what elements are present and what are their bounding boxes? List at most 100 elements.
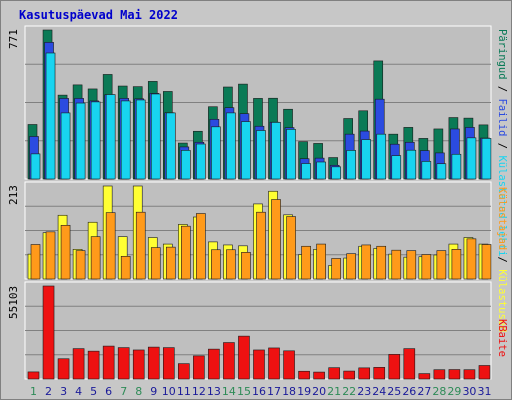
bar-visits-hosts-2-day-29 bbox=[451, 249, 462, 280]
x-tick-label-10: 10 bbox=[162, 385, 176, 398]
panel3-ymax-label: 55103 bbox=[7, 285, 20, 319]
bar-hits-pages-files-3-day-12 bbox=[196, 143, 206, 180]
bar-hits-pages-files-3-day-23 bbox=[361, 139, 372, 180]
bar-visits-hosts-2-day-3 bbox=[60, 224, 71, 280]
bar-hits-pages-files-3-day-28 bbox=[436, 163, 447, 180]
bar-visits-hosts-2-day-1 bbox=[30, 244, 41, 280]
x-tick-label-12: 12 bbox=[192, 385, 206, 398]
bar-visits-hosts-2-day-6 bbox=[105, 212, 116, 280]
bar-kbytes-1-day-20 bbox=[313, 371, 325, 380]
bar-visits-hosts-2-day-19 bbox=[301, 245, 311, 280]
bar-kbytes-1-day-31 bbox=[478, 365, 491, 380]
bar-kbytes-1-day-19 bbox=[298, 370, 310, 380]
x-tick-label-20: 20 bbox=[312, 385, 326, 398]
bar-visits-hosts-2-day-11 bbox=[181, 225, 191, 280]
bar-visits-hosts-2-day-12 bbox=[196, 213, 206, 280]
bar-hits-pages-files-3-day-20 bbox=[316, 161, 326, 180]
bar-hits-pages-files-3-day-29 bbox=[451, 153, 462, 180]
bar-kbytes-1-day-30 bbox=[463, 369, 476, 380]
bar-kbytes-1-day-16 bbox=[253, 349, 265, 380]
panel1-ymax-label: 771 bbox=[7, 29, 20, 49]
bar-kbytes-1-day-26 bbox=[403, 348, 416, 380]
bar-hits-pages-files-3-day-21 bbox=[331, 166, 341, 180]
label-sep3: / bbox=[496, 250, 508, 270]
bar-kbytes-1-day-15 bbox=[238, 335, 250, 380]
x-tick-label-25: 25 bbox=[387, 385, 401, 398]
x-tick-label-22: 22 bbox=[342, 385, 356, 398]
bar-visits-hosts-2-day-30 bbox=[466, 238, 477, 280]
x-tick-label-29: 29 bbox=[447, 385, 461, 398]
bar-visits-hosts-2-day-2 bbox=[45, 231, 56, 280]
bar-kbytes-1-day-29 bbox=[448, 369, 461, 380]
bar-visits-hosts-2-day-25 bbox=[391, 249, 402, 280]
bar-visits-hosts-2-day-5 bbox=[90, 236, 101, 280]
bar-visits-hosts-2-day-27 bbox=[421, 254, 432, 280]
bar-hits-pages-files-3-day-24 bbox=[376, 133, 387, 180]
bar-visits-hosts-2-day-21 bbox=[331, 258, 341, 280]
bar-kbytes-1-day-7 bbox=[117, 347, 130, 380]
bar-kbytes-1-day-6 bbox=[102, 345, 115, 380]
bar-hits-pages-files-3-day-3 bbox=[60, 112, 71, 180]
x-tick-label-16: 16 bbox=[252, 385, 266, 398]
bar-hits-pages-files-3-day-8 bbox=[135, 99, 146, 180]
bar-kbytes-1-day-22 bbox=[343, 370, 355, 380]
bar-hits-pages-files-3-day-25 bbox=[391, 155, 402, 180]
bar-kbytes-1-day-9 bbox=[147, 346, 160, 380]
panel2-ymax-label: 213 bbox=[7, 185, 20, 205]
x-tick-label-2: 2 bbox=[45, 385, 52, 398]
bar-kbytes-1-day-27 bbox=[418, 373, 431, 380]
x-tick-label-23: 23 bbox=[357, 385, 371, 398]
bar-visits-hosts-2-day-10 bbox=[165, 246, 176, 280]
label-sep1: / bbox=[496, 79, 508, 99]
x-tick-label-24: 24 bbox=[372, 385, 386, 398]
bar-hits-pages-files-3-day-22 bbox=[346, 150, 356, 180]
bar-hits-pages-files-3-day-7 bbox=[120, 100, 131, 180]
bar-kbytes-1-day-10 bbox=[162, 347, 175, 380]
bar-hits-pages-files-3-day-9 bbox=[150, 93, 161, 180]
bar-hits-pages-files-3-day-14 bbox=[226, 112, 236, 180]
bar-kbytes-1-day-25 bbox=[388, 354, 401, 380]
bar-visits-hosts-2-day-22 bbox=[346, 253, 356, 280]
x-tick-label-9: 9 bbox=[150, 385, 157, 398]
x-tick-label-7: 7 bbox=[120, 385, 127, 398]
bar-visits-hosts-2-day-24 bbox=[376, 245, 387, 280]
x-tick-label-28: 28 bbox=[432, 385, 446, 398]
bar-hits-pages-files-3-day-18 bbox=[286, 129, 296, 180]
bar-hits-pages-files-3-day-19 bbox=[301, 163, 311, 180]
bar-kbytes-1-day-23 bbox=[358, 367, 371, 380]
bar-visits-hosts-2-day-17 bbox=[271, 199, 281, 280]
bar-kbytes-1-day-21 bbox=[328, 367, 340, 380]
x-tick-label-11: 11 bbox=[177, 385, 191, 398]
bar-hits-pages-files-3-day-26 bbox=[406, 149, 417, 180]
bar-kbytes-1-day-4 bbox=[72, 348, 85, 380]
x-tick-label-15: 15 bbox=[237, 385, 251, 398]
label-sep2: / bbox=[496, 136, 508, 156]
bar-visits-hosts-2-day-4 bbox=[75, 250, 86, 280]
bar-kbytes-1-day-14 bbox=[223, 342, 235, 380]
bar-hits-pages-files-3-day-30 bbox=[466, 137, 477, 180]
bar-hits-pages-files-3-day-31 bbox=[481, 138, 492, 180]
bar-kbytes-1-day-13 bbox=[208, 348, 220, 380]
bar-hits-pages-files-3-day-15 bbox=[241, 121, 251, 180]
bar-kbytes-1-day-1 bbox=[27, 371, 40, 380]
bar-kbytes-1-day-11 bbox=[178, 363, 190, 380]
x-tick-label-6: 6 bbox=[105, 385, 112, 398]
bar-visits-hosts-2-day-20 bbox=[316, 243, 326, 280]
x-tick-label-31: 31 bbox=[477, 385, 491, 398]
chart-title: Kasutuspäevad Mai 2022 bbox=[19, 8, 178, 22]
bar-hits-pages-files-3-day-11 bbox=[181, 150, 191, 180]
bar-visits-hosts-2-day-8 bbox=[135, 211, 146, 280]
bar-visits-hosts-2-day-14 bbox=[226, 249, 236, 280]
panel2-series-labels: Külastajad / Külastused bbox=[496, 187, 508, 332]
x-tick-label-3: 3 bbox=[60, 385, 67, 398]
x-tick-label-18: 18 bbox=[282, 385, 296, 398]
x-tick-label-13: 13 bbox=[207, 385, 221, 398]
bar-visits-hosts-2-day-15 bbox=[241, 252, 251, 280]
x-tick-label-19: 19 bbox=[297, 385, 311, 398]
x-tick-label-30: 30 bbox=[462, 385, 476, 398]
x-tick-label-4: 4 bbox=[75, 385, 82, 398]
bar-visits-hosts-2-day-9 bbox=[150, 247, 161, 280]
label-files: Failid bbox=[496, 98, 508, 137]
bar-kbytes-1-day-3 bbox=[57, 358, 70, 380]
bar-kbytes-1-day-5 bbox=[87, 350, 100, 380]
